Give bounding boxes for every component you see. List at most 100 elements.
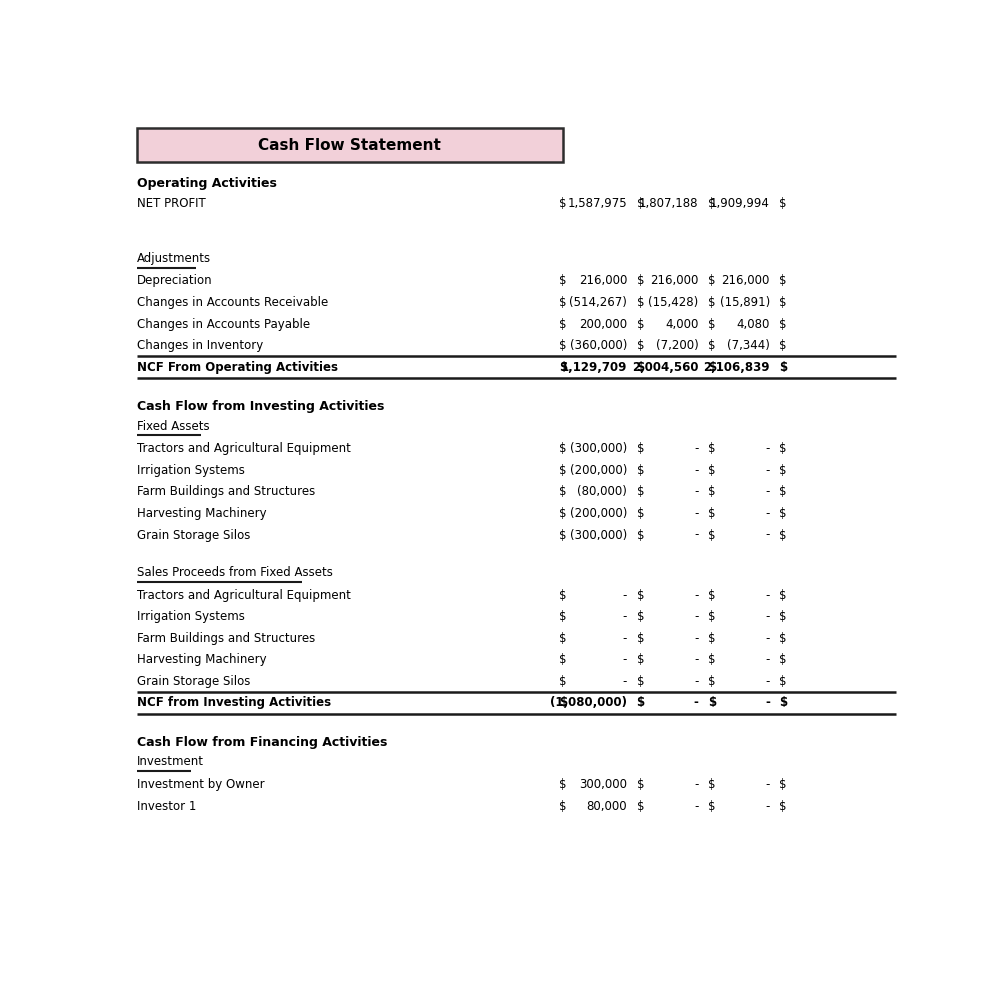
Text: $: $ <box>559 339 566 352</box>
Text: $: $ <box>708 675 715 688</box>
Text: -: - <box>694 507 698 520</box>
Text: $: $ <box>559 464 566 477</box>
Text: 1,587,975: 1,587,975 <box>568 197 627 210</box>
Text: $: $ <box>637 696 645 709</box>
Text: $: $ <box>708 696 716 709</box>
Text: 1,807,188: 1,807,188 <box>639 197 698 210</box>
Text: $: $ <box>708 361 716 374</box>
Text: NCF from Investing Activities: NCF from Investing Activities <box>137 696 331 709</box>
Text: -: - <box>694 653 698 666</box>
Text: (200,000): (200,000) <box>570 464 627 477</box>
Text: 4,000: 4,000 <box>665 318 698 331</box>
Text: 216,000: 216,000 <box>579 274 627 287</box>
Text: $: $ <box>708 197 715 210</box>
Text: 80,000: 80,000 <box>587 800 627 813</box>
Text: Changes in Accounts Receivable: Changes in Accounts Receivable <box>137 296 328 309</box>
Text: $: $ <box>779 778 787 791</box>
Text: $: $ <box>637 274 644 287</box>
Text: $: $ <box>559 442 566 455</box>
Text: -: - <box>765 632 770 645</box>
Text: Farm Buildings and Structures: Farm Buildings and Structures <box>137 632 315 645</box>
Text: 216,000: 216,000 <box>721 274 770 287</box>
Text: -: - <box>765 800 770 813</box>
Text: $: $ <box>708 318 715 331</box>
Text: $: $ <box>559 610 566 623</box>
Text: Adjustments: Adjustments <box>137 252 211 265</box>
Text: -: - <box>623 675 627 688</box>
Text: NCF From Operating Activities: NCF From Operating Activities <box>137 361 338 374</box>
Text: Fixed Assets: Fixed Assets <box>137 420 209 433</box>
Text: $: $ <box>637 464 644 477</box>
Text: (514,267): (514,267) <box>569 296 627 309</box>
Text: $: $ <box>637 339 644 352</box>
Text: $: $ <box>637 197 644 210</box>
Text: $: $ <box>637 507 644 520</box>
Text: $: $ <box>779 632 787 645</box>
Text: $: $ <box>559 800 566 813</box>
Text: $: $ <box>559 507 566 520</box>
Text: $: $ <box>708 485 715 498</box>
Text: $: $ <box>779 696 787 709</box>
Text: 2,106,839: 2,106,839 <box>703 361 770 374</box>
Text: 200,000: 200,000 <box>579 318 627 331</box>
Text: -: - <box>694 778 698 791</box>
Text: -: - <box>694 442 698 455</box>
Text: -: - <box>694 485 698 498</box>
Text: -: - <box>765 507 770 520</box>
Text: $: $ <box>779 485 787 498</box>
Text: -: - <box>765 653 770 666</box>
Text: $: $ <box>559 675 566 688</box>
Text: -: - <box>694 696 698 709</box>
Text: Investor 1: Investor 1 <box>137 800 196 813</box>
Text: $: $ <box>708 296 715 309</box>
Text: (360,000): (360,000) <box>570 339 627 352</box>
Text: -: - <box>765 442 770 455</box>
Text: Changes in Inventory: Changes in Inventory <box>137 339 263 352</box>
Text: 1,909,994: 1,909,994 <box>710 197 770 210</box>
Text: 300,000: 300,000 <box>579 778 627 791</box>
Text: -: - <box>623 632 627 645</box>
Text: -: - <box>765 464 770 477</box>
Text: (15,428): (15,428) <box>648 296 698 309</box>
Text: $: $ <box>708 442 715 455</box>
Text: $: $ <box>779 339 787 352</box>
Text: Tractors and Agricultural Equipment: Tractors and Agricultural Equipment <box>137 589 351 602</box>
Text: (300,000): (300,000) <box>570 442 627 455</box>
Text: $: $ <box>779 589 787 602</box>
Text: $: $ <box>637 632 644 645</box>
Text: $: $ <box>637 589 644 602</box>
Text: $: $ <box>637 675 644 688</box>
Text: Operating Activities: Operating Activities <box>137 177 276 190</box>
Text: $: $ <box>779 464 787 477</box>
Text: (1,080,000): (1,080,000) <box>550 696 627 709</box>
Text: -: - <box>765 675 770 688</box>
Text: $: $ <box>779 529 787 542</box>
Text: $: $ <box>559 296 566 309</box>
Text: $: $ <box>779 675 787 688</box>
Text: $: $ <box>559 589 566 602</box>
Text: $: $ <box>708 529 715 542</box>
Text: $: $ <box>637 442 644 455</box>
Text: Changes in Accounts Payable: Changes in Accounts Payable <box>137 318 310 331</box>
Text: Harvesting Machinery: Harvesting Machinery <box>137 507 266 520</box>
Text: $: $ <box>637 318 644 331</box>
Text: $: $ <box>779 318 787 331</box>
Text: Cash Flow Statement: Cash Flow Statement <box>258 138 441 153</box>
Text: Cash Flow from Financing Activities: Cash Flow from Financing Activities <box>137 736 387 749</box>
Text: -: - <box>694 800 698 813</box>
Text: $: $ <box>637 778 644 791</box>
Text: -: - <box>694 589 698 602</box>
Text: -: - <box>765 485 770 498</box>
Text: $: $ <box>559 696 567 709</box>
Text: $: $ <box>637 485 644 498</box>
Text: 4,080: 4,080 <box>736 318 770 331</box>
Text: $: $ <box>779 197 787 210</box>
Text: Irrigation Systems: Irrigation Systems <box>137 464 244 477</box>
Text: $: $ <box>708 800 715 813</box>
Text: -: - <box>623 610 627 623</box>
Text: -: - <box>694 529 698 542</box>
Text: Tractors and Agricultural Equipment: Tractors and Agricultural Equipment <box>137 442 351 455</box>
Text: -: - <box>694 610 698 623</box>
Text: Sales Proceeds from Fixed Assets: Sales Proceeds from Fixed Assets <box>137 566 332 579</box>
Text: Grain Storage Silos: Grain Storage Silos <box>137 529 250 542</box>
